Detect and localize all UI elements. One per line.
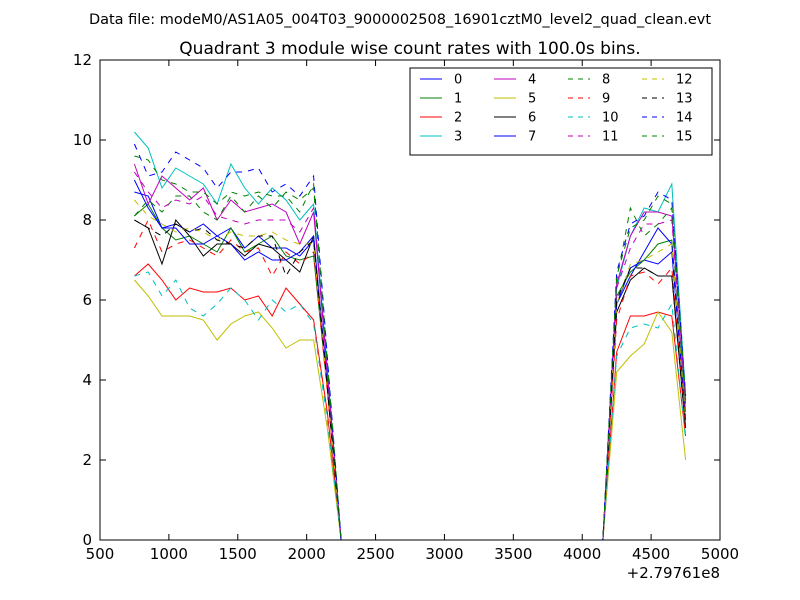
series-line-5 [134, 279, 687, 540]
legend-label-10: 10 [602, 111, 619, 126]
x-tick-label: 1000 [150, 545, 188, 563]
series-line-6 [134, 218, 687, 540]
legend-label-11: 11 [602, 130, 619, 145]
legend-box [409, 67, 713, 156]
x-tick-label: 3500 [494, 545, 532, 563]
series-line-0 [134, 191, 687, 540]
y-tick-label: 4 [82, 371, 92, 389]
chart-title: Quadrant 3 module wise count rates with … [179, 39, 640, 59]
legend-label-0: 0 [454, 73, 462, 88]
series-line-11 [133, 171, 687, 540]
x-tick-label: 2500 [356, 545, 394, 563]
series-line-15 [134, 155, 687, 540]
legend-label-2: 2 [454, 111, 462, 126]
series-line-13 [134, 219, 687, 540]
legend-label-5: 5 [528, 92, 536, 107]
legend-label-7: 7 [528, 130, 536, 145]
legend-label-13: 13 [676, 92, 693, 107]
series-line-4 [133, 163, 687, 540]
series-line-12 [134, 199, 687, 540]
series-line-2 [134, 263, 687, 540]
series-line-3 [134, 131, 687, 540]
series-layer [133, 131, 687, 540]
legend-label-1: 1 [454, 92, 462, 107]
x-tick-label: 3000 [425, 545, 463, 563]
x-tick-label: 5000 [701, 545, 739, 563]
x-tick-label: 2000 [288, 545, 326, 563]
supertitle: Data file: modeM0/AS1A05_004T03_90000025… [89, 12, 711, 28]
axis-ticks: 500 1000 1500 2000 2500 3000 3500 4000 4500 5000 0… [73, 51, 739, 563]
y-tick-label: 0 [82, 531, 92, 549]
series-line-1 [134, 203, 687, 540]
x-tick-label: 4000 [563, 545, 601, 563]
x-offset-label: +2.79761e8 [627, 564, 720, 582]
y-tick-label: 8 [82, 211, 92, 229]
legend-label-4: 4 [528, 73, 536, 88]
legend-label-9: 9 [602, 92, 610, 107]
x-tick-label: 1500 [219, 545, 257, 563]
legend-label-6: 6 [528, 111, 536, 126]
y-tick-label: 10 [73, 131, 92, 149]
legend-label-3: 3 [454, 130, 462, 145]
legend-label-12: 12 [676, 73, 693, 88]
legend-label-8: 8 [602, 73, 610, 88]
legend-label-15: 15 [676, 130, 693, 145]
y-tick-label: 6 [82, 291, 92, 309]
series-line-7 [133, 179, 687, 540]
legend-label-14: 14 [676, 111, 693, 126]
x-tick-label: 500 [86, 545, 115, 563]
x-tick-label: 4500 [632, 545, 670, 563]
y-tick-label: 12 [73, 51, 92, 69]
y-tick-label: 2 [82, 451, 92, 469]
